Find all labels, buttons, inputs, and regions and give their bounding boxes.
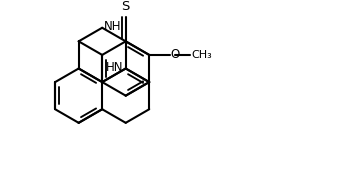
Text: O: O xyxy=(171,48,180,61)
Text: S: S xyxy=(121,0,130,13)
Text: HN: HN xyxy=(106,61,124,74)
Text: CH₃: CH₃ xyxy=(191,50,212,60)
Text: NH: NH xyxy=(104,20,121,33)
